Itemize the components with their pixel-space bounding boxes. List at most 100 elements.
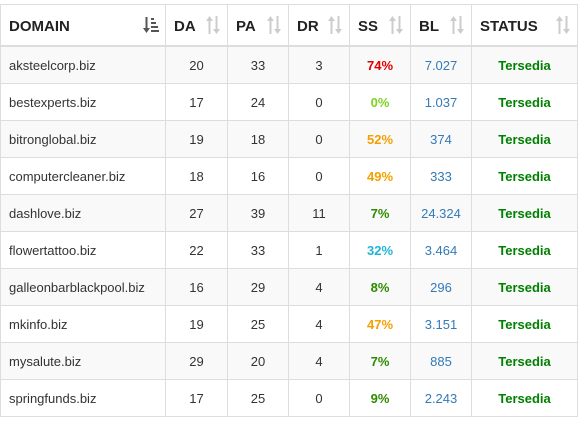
pa-cell: 33 — [228, 232, 289, 269]
domain-cell: flowertattoo.biz — [1, 232, 166, 269]
domain-cell: springfunds.biz — [1, 380, 166, 417]
da-cell: 17 — [166, 84, 228, 121]
bl-link[interactable]: 7.027 — [411, 46, 472, 84]
table-header: DOMAIN DA — [1, 5, 578, 47]
column-header-bl[interactable]: BL — [411, 5, 472, 47]
da-cell: 19 — [166, 306, 228, 343]
pa-cell: 16 — [228, 158, 289, 195]
bl-link[interactable]: 333 — [411, 158, 472, 195]
dr-cell: 0 — [289, 158, 350, 195]
bl-link[interactable]: 296 — [411, 269, 472, 306]
pa-cell: 25 — [228, 380, 289, 417]
domain-table-container: DOMAIN DA — [0, 4, 577, 417]
pa-cell: 25 — [228, 306, 289, 343]
column-header-label: PA — [236, 18, 256, 35]
column-header-label: BL — [419, 18, 439, 35]
table-body: aksteelcorp.biz 20 33 3 74% 7.027 Tersed… — [1, 46, 578, 417]
bl-link[interactable]: 2.243 — [411, 380, 472, 417]
ss-cell: 8% — [350, 269, 411, 306]
table-row: aksteelcorp.biz 20 33 3 74% 7.027 Tersed… — [1, 46, 578, 84]
pa-cell: 24 — [228, 84, 289, 121]
column-header-status[interactable]: STATUS — [472, 5, 578, 47]
column-header-pa[interactable]: PA — [228, 5, 289, 47]
status-badge: Tersedia — [472, 84, 578, 121]
da-cell: 22 — [166, 232, 228, 269]
domain-cell: bestexperts.biz — [1, 84, 166, 121]
bl-link[interactable]: 3.151 — [411, 306, 472, 343]
domain-cell: mkinfo.biz — [1, 306, 166, 343]
domain-cell: dashlove.biz — [1, 195, 166, 232]
column-header-ss[interactable]: SS — [350, 5, 411, 47]
column-header-label: STATUS — [480, 18, 538, 35]
column-header-dr[interactable]: DR — [289, 5, 350, 47]
column-header-label: SS — [358, 18, 378, 35]
ss-cell: 0% — [350, 84, 411, 121]
status-badge: Tersedia — [472, 380, 578, 417]
status-badge: Tersedia — [472, 121, 578, 158]
ss-cell: 74% — [350, 46, 411, 84]
da-cell: 20 — [166, 46, 228, 84]
ss-cell: 9% — [350, 380, 411, 417]
sort-both-icon[interactable] — [555, 16, 571, 34]
sort-both-icon[interactable] — [388, 16, 404, 34]
da-cell: 16 — [166, 269, 228, 306]
dr-cell: 11 — [289, 195, 350, 232]
table-row: galleonbarblackpool.biz 16 29 4 8% 296 T… — [1, 269, 578, 306]
domain-table: DOMAIN DA — [0, 4, 578, 417]
domain-cell: galleonbarblackpool.biz — [1, 269, 166, 306]
da-cell: 17 — [166, 380, 228, 417]
domain-cell: computercleaner.biz — [1, 158, 166, 195]
bl-link[interactable]: 24.324 — [411, 195, 472, 232]
dr-cell: 3 — [289, 46, 350, 84]
table-row: computercleaner.biz 18 16 0 49% 333 Ters… — [1, 158, 578, 195]
table-row: mkinfo.biz 19 25 4 47% 3.151 Tersedia — [1, 306, 578, 343]
table-row: dashlove.biz 27 39 11 7% 24.324 Tersedia — [1, 195, 578, 232]
da-cell: 29 — [166, 343, 228, 380]
table-row: flowertattoo.biz 22 33 1 32% 3.464 Terse… — [1, 232, 578, 269]
status-badge: Tersedia — [472, 232, 578, 269]
dr-cell: 4 — [289, 343, 350, 380]
dr-cell: 1 — [289, 232, 350, 269]
column-header-label: DR — [297, 18, 319, 35]
pa-cell: 33 — [228, 46, 289, 84]
sort-both-icon[interactable] — [327, 16, 343, 34]
bl-link[interactable]: 885 — [411, 343, 472, 380]
ss-cell: 7% — [350, 195, 411, 232]
dr-cell: 4 — [289, 269, 350, 306]
table-row: mysalute.biz 29 20 4 7% 885 Tersedia — [1, 343, 578, 380]
da-cell: 19 — [166, 121, 228, 158]
column-header-label: DA — [174, 18, 196, 35]
sort-both-icon[interactable] — [266, 16, 282, 34]
pa-cell: 39 — [228, 195, 289, 232]
ss-cell: 32% — [350, 232, 411, 269]
pa-cell: 18 — [228, 121, 289, 158]
table-row: bitronglobal.biz 19 18 0 52% 374 Tersedi… — [1, 121, 578, 158]
column-header-label: DOMAIN — [9, 18, 70, 35]
sort-both-icon[interactable] — [205, 16, 221, 34]
header-row: DOMAIN DA — [1, 5, 578, 47]
domain-cell: mysalute.biz — [1, 343, 166, 380]
status-badge: Tersedia — [472, 343, 578, 380]
da-cell: 27 — [166, 195, 228, 232]
column-header-da[interactable]: DA — [166, 5, 228, 47]
sort-both-icon[interactable] — [449, 16, 465, 34]
bl-link[interactable]: 1.037 — [411, 84, 472, 121]
dr-cell: 4 — [289, 306, 350, 343]
status-badge: Tersedia — [472, 158, 578, 195]
column-header-domain[interactable]: DOMAIN — [1, 5, 166, 47]
bl-link[interactable]: 3.464 — [411, 232, 472, 269]
pa-cell: 20 — [228, 343, 289, 380]
domain-cell: aksteelcorp.biz — [1, 46, 166, 84]
status-badge: Tersedia — [472, 269, 578, 306]
bl-link[interactable]: 374 — [411, 121, 472, 158]
dr-cell: 0 — [289, 121, 350, 158]
table-row: bestexperts.biz 17 24 0 0% 1.037 Tersedi… — [1, 84, 578, 121]
pa-cell: 29 — [228, 269, 289, 306]
ss-cell: 52% — [350, 121, 411, 158]
sort-alpha-asc-icon[interactable] — [143, 16, 159, 34]
status-badge: Tersedia — [472, 306, 578, 343]
domain-cell: bitronglobal.biz — [1, 121, 166, 158]
status-badge: Tersedia — [472, 46, 578, 84]
table-row: springfunds.biz 17 25 0 9% 2.243 Tersedi… — [1, 380, 578, 417]
dr-cell: 0 — [289, 84, 350, 121]
